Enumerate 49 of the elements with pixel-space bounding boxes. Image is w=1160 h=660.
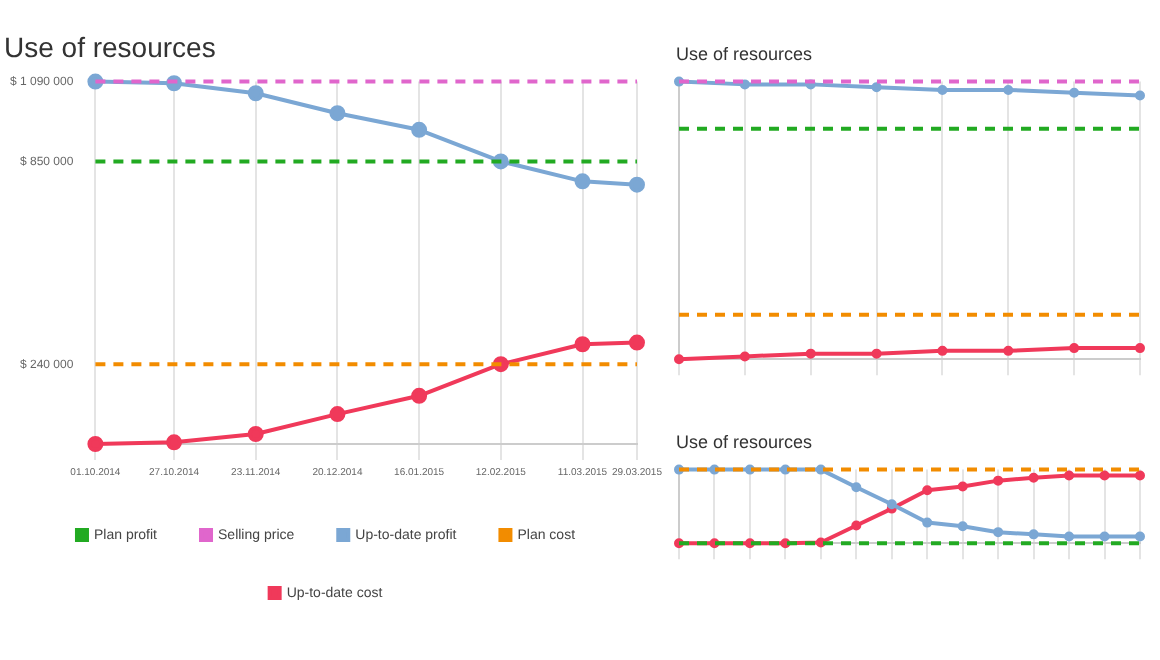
point — [871, 348, 882, 359]
point — [851, 482, 862, 493]
point — [1069, 87, 1080, 98]
point — [1064, 531, 1075, 542]
point — [922, 485, 933, 496]
point — [957, 481, 968, 492]
point — [739, 79, 750, 90]
chart-title: Use of resources — [4, 30, 216, 63]
point — [937, 84, 948, 95]
point — [1003, 345, 1014, 356]
point — [87, 436, 104, 452]
point — [993, 475, 1004, 486]
point — [957, 521, 968, 532]
point — [247, 85, 264, 102]
point — [166, 434, 183, 451]
point — [628, 334, 645, 351]
point — [1135, 90, 1145, 101]
point — [329, 105, 346, 122]
point — [815, 537, 826, 548]
point — [937, 345, 948, 356]
point — [1099, 531, 1110, 542]
point — [922, 517, 933, 528]
point — [1135, 470, 1145, 481]
point — [329, 406, 346, 423]
point — [1064, 470, 1075, 481]
point — [739, 351, 750, 362]
point — [1135, 343, 1145, 354]
point — [674, 354, 684, 365]
point — [1069, 343, 1080, 354]
chart-title: Use of resources — [676, 431, 814, 452]
point — [993, 527, 1004, 538]
point — [574, 336, 591, 353]
chart-title: Use of resources — [676, 43, 814, 64]
point — [1135, 531, 1145, 542]
point — [411, 121, 428, 138]
point — [780, 538, 791, 549]
point — [1099, 470, 1110, 481]
point — [851, 520, 862, 531]
point — [1003, 84, 1014, 95]
point — [780, 464, 791, 475]
point — [815, 464, 826, 475]
point — [871, 82, 882, 93]
point — [247, 426, 264, 443]
point — [411, 387, 428, 404]
point — [574, 173, 591, 190]
point — [1028, 472, 1039, 483]
point — [805, 348, 816, 359]
point — [1028, 529, 1039, 540]
point — [628, 176, 645, 193]
